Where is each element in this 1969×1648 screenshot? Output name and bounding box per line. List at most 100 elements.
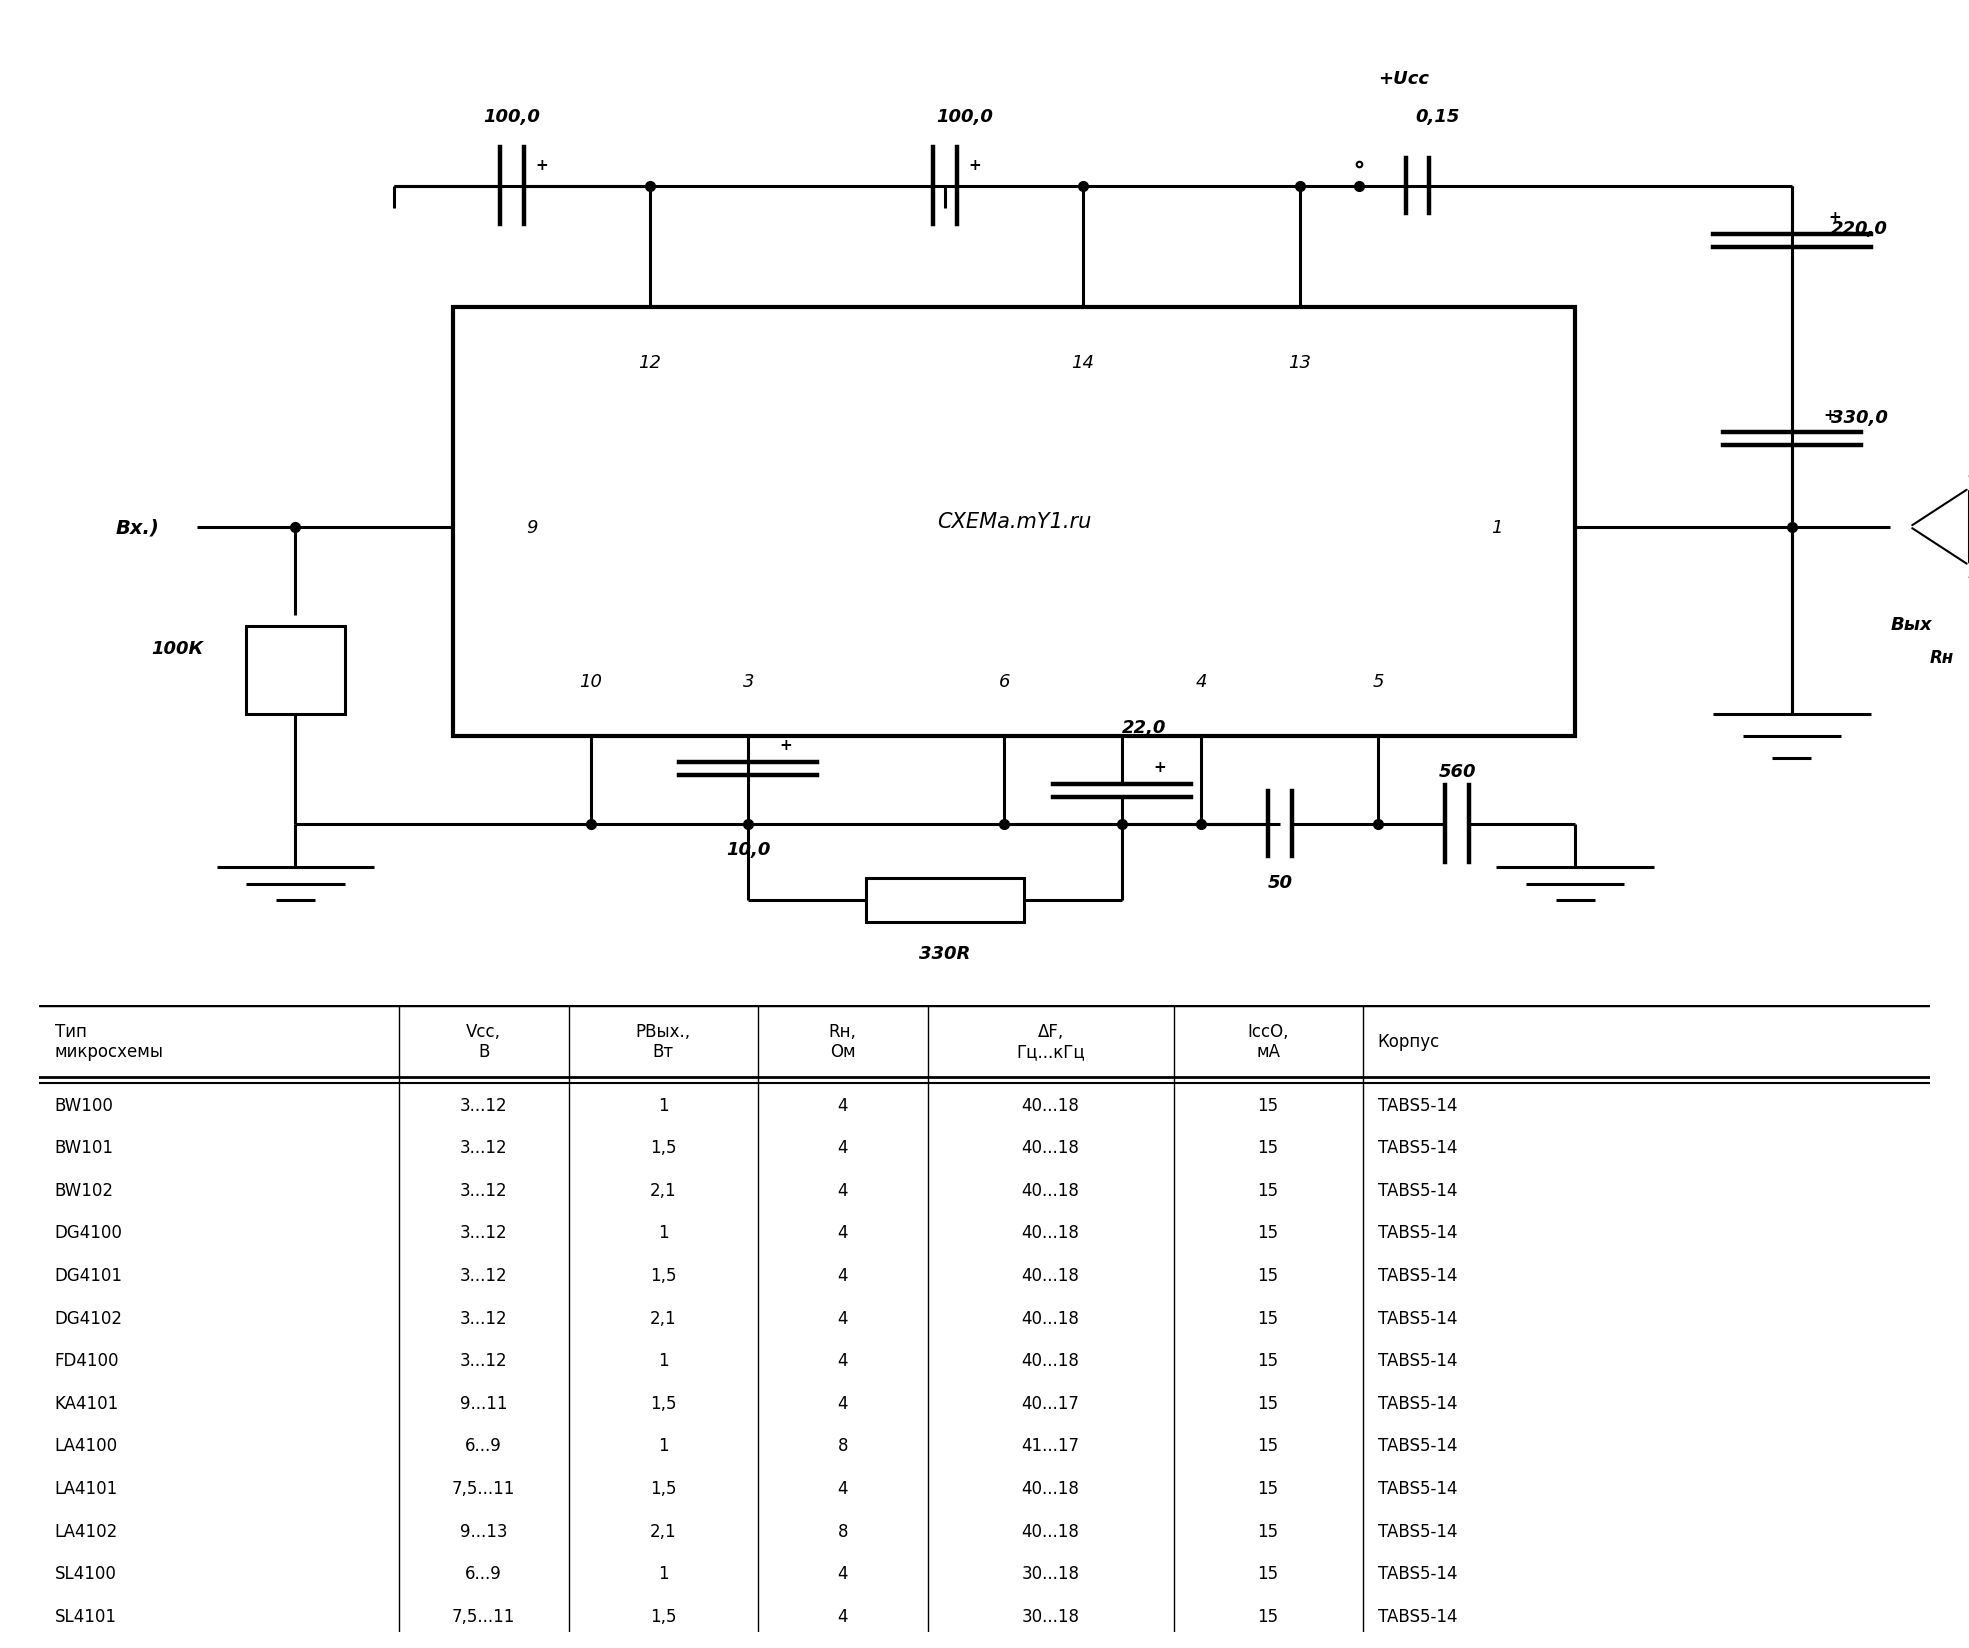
Text: Rн,
Ом: Rн, Ом: [829, 1022, 857, 1061]
Text: TABS5-14: TABS5-14: [1378, 1139, 1457, 1157]
Text: Vcc,
В: Vcc, В: [467, 1022, 500, 1061]
Text: 2,1: 2,1: [650, 1521, 677, 1539]
Text: LA4101: LA4101: [55, 1480, 118, 1496]
Text: 6: 6: [998, 672, 1010, 691]
Text: 6...9: 6...9: [465, 1437, 502, 1455]
Text: Вых: Вых: [1890, 615, 1932, 633]
Text: 15: 15: [1258, 1437, 1278, 1455]
Text: 9...13: 9...13: [461, 1521, 508, 1539]
Text: 100К: 100К: [152, 639, 203, 658]
Text: 1: 1: [658, 1223, 667, 1241]
Text: 15: 15: [1258, 1223, 1278, 1241]
Text: TABS5-14: TABS5-14: [1378, 1521, 1457, 1539]
Text: 7,5...11: 7,5...11: [453, 1480, 516, 1496]
Text: 100,0: 100,0: [937, 109, 992, 127]
Text: РВых.,
Вт: РВых., Вт: [636, 1022, 691, 1061]
Text: 10,0: 10,0: [727, 840, 770, 859]
Bar: [866, 878, 1024, 923]
Text: 330R: 330R: [920, 944, 971, 962]
Text: 4: 4: [1195, 672, 1207, 691]
Text: 30...18: 30...18: [1022, 1564, 1079, 1582]
Text: 1: 1: [658, 1564, 667, 1582]
Text: DG4100: DG4100: [55, 1223, 122, 1241]
Text: Вх.): Вх.): [116, 517, 159, 537]
Text: 50: 50: [1268, 873, 1292, 892]
Text: 4: 4: [837, 1309, 849, 1327]
Text: TABS5-14: TABS5-14: [1378, 1309, 1457, 1327]
Text: 4: 4: [837, 1607, 849, 1625]
Text: +: +: [1154, 760, 1166, 775]
Text: 41...17: 41...17: [1022, 1437, 1079, 1455]
Text: 8: 8: [837, 1437, 849, 1455]
Text: 3...12: 3...12: [461, 1139, 508, 1157]
Text: 15: 15: [1258, 1394, 1278, 1412]
Text: 4: 4: [837, 1223, 849, 1241]
Text: Корпус: Корпус: [1378, 1032, 1439, 1050]
Text: 8: 8: [837, 1521, 849, 1539]
Text: 330,0: 330,0: [1831, 409, 1888, 427]
Text: +: +: [536, 158, 547, 173]
Text: 4: 4: [837, 1351, 849, 1369]
Text: ΔF,
Гц...кГц: ΔF, Гц...кГц: [1016, 1022, 1085, 1061]
Text: 3...12: 3...12: [461, 1223, 508, 1241]
Text: 1: 1: [658, 1096, 667, 1114]
Bar: [246, 626, 345, 714]
Text: 40...18: 40...18: [1022, 1266, 1079, 1284]
Text: 40...18: 40...18: [1022, 1351, 1079, 1369]
Text: DG4102: DG4102: [55, 1309, 122, 1327]
Text: 560: 560: [1437, 761, 1477, 780]
Text: TABS5-14: TABS5-14: [1378, 1096, 1457, 1114]
Text: TABS5-14: TABS5-14: [1378, 1182, 1457, 1200]
Text: SL4100: SL4100: [55, 1564, 116, 1582]
Text: +: +: [780, 738, 792, 753]
Text: KA4101: KA4101: [55, 1394, 118, 1412]
Text: 1,5: 1,5: [650, 1607, 677, 1625]
Text: FD4100: FD4100: [55, 1351, 118, 1369]
Text: 15: 15: [1258, 1182, 1278, 1200]
Text: 3...12: 3...12: [461, 1182, 508, 1200]
Text: 14: 14: [1071, 354, 1095, 371]
Text: +: +: [1823, 409, 1835, 424]
Text: TABS5-14: TABS5-14: [1378, 1266, 1457, 1284]
Text: 15: 15: [1258, 1521, 1278, 1539]
Text: 4: 4: [837, 1096, 849, 1114]
Text: TABS5-14: TABS5-14: [1378, 1394, 1457, 1412]
Text: TABS5-14: TABS5-14: [1378, 1607, 1457, 1625]
Text: 40...18: 40...18: [1022, 1309, 1079, 1327]
Text: 1,5: 1,5: [650, 1480, 677, 1496]
Text: 15: 15: [1258, 1480, 1278, 1496]
Text: 1,5: 1,5: [650, 1266, 677, 1284]
Text: 40...18: 40...18: [1022, 1480, 1079, 1496]
Text: 4: 4: [837, 1139, 849, 1157]
Text: LA4102: LA4102: [55, 1521, 118, 1539]
Text: 15: 15: [1258, 1309, 1278, 1327]
Text: 1,5: 1,5: [650, 1394, 677, 1412]
Text: IccO,
мА: IccO, мА: [1246, 1022, 1290, 1061]
Text: 100,0: 100,0: [484, 109, 540, 127]
Text: 3...12: 3...12: [461, 1351, 508, 1369]
Text: 15: 15: [1258, 1351, 1278, 1369]
Text: 4: 4: [837, 1480, 849, 1496]
Text: 13: 13: [1288, 354, 1311, 371]
Text: 22,0: 22,0: [1122, 719, 1168, 737]
Text: 3: 3: [742, 672, 754, 691]
Text: 40...18: 40...18: [1022, 1521, 1079, 1539]
Text: 2,1: 2,1: [650, 1309, 677, 1327]
Text: 4: 4: [837, 1394, 849, 1412]
Text: 4: 4: [837, 1564, 849, 1582]
Text: 5: 5: [1372, 672, 1384, 691]
Text: 40...18: 40...18: [1022, 1139, 1079, 1157]
Text: Rн: Rн: [1930, 648, 1953, 666]
Text: 2,1: 2,1: [650, 1182, 677, 1200]
Text: TABS5-14: TABS5-14: [1378, 1437, 1457, 1455]
Text: SL4101: SL4101: [55, 1607, 116, 1625]
Text: 40...18: 40...18: [1022, 1096, 1079, 1114]
Text: 0,15: 0,15: [1416, 109, 1459, 127]
Text: +Ucc: +Ucc: [1378, 69, 1429, 87]
Text: 40...18: 40...18: [1022, 1182, 1079, 1200]
Text: 15: 15: [1258, 1564, 1278, 1582]
Text: 15: 15: [1258, 1607, 1278, 1625]
Text: 40...18: 40...18: [1022, 1223, 1079, 1241]
Text: Тип
микросхемы: Тип микросхемы: [55, 1022, 163, 1061]
Text: BW101: BW101: [55, 1139, 114, 1157]
